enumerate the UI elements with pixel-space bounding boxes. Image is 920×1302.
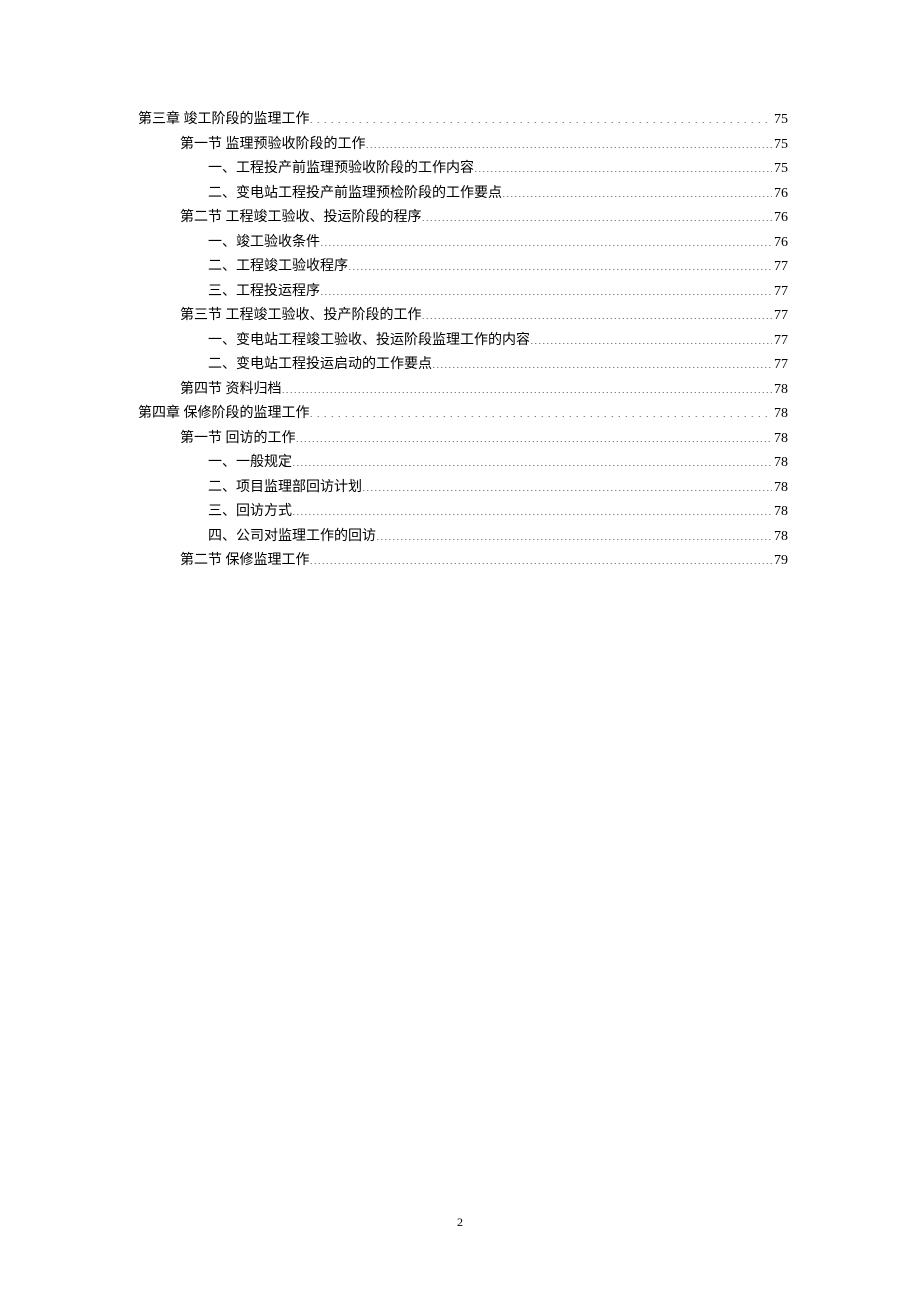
toc-entry: 一、工程投产前监理预验收阶段的工作内容 75 xyxy=(138,157,788,182)
toc-page-number: 78 xyxy=(772,402,788,427)
toc-leader-dots xyxy=(362,477,772,491)
toc-label: 第三章 竣工阶段的监理工作 xyxy=(138,108,310,133)
toc-entry: 一、一般规定 78 xyxy=(138,451,788,476)
toc-page-number: 78 xyxy=(772,427,788,452)
toc-page-number: 78 xyxy=(772,378,788,403)
toc-leader-dots xyxy=(502,183,772,197)
toc-page-number: 78 xyxy=(772,500,788,525)
toc-label: 三、工程投运程序 xyxy=(208,280,320,305)
toc-label: 二、项目监理部回访计划 xyxy=(208,476,362,501)
toc-page-number: 77 xyxy=(772,255,788,280)
toc-page-number: 76 xyxy=(772,231,788,256)
toc-label: 二、变电站工程投运启动的工作要点 xyxy=(208,353,432,378)
page-number: 2 xyxy=(0,1215,920,1230)
toc-leader-dots xyxy=(282,379,773,393)
toc-leader-dots xyxy=(376,526,772,540)
toc-page-number: 75 xyxy=(772,157,788,182)
toc-label: 三、回访方式 xyxy=(208,500,292,525)
toc-label: 四、公司对监理工作的回访 xyxy=(208,525,376,550)
toc-leader-dots xyxy=(292,452,772,466)
toc-label: 第二节 保修监理工作 xyxy=(180,549,310,574)
toc-label: 第四节 资料归档 xyxy=(180,378,282,403)
toc-entry: 二、变电站工程投产前监理预检阶段的工作要点 76 xyxy=(138,182,788,207)
toc-leader-dots xyxy=(320,281,772,295)
toc-container: 第三章 竣工阶段的监理工作75第一节 监理预验收阶段的工作75一、工程投产前监理… xyxy=(138,108,788,574)
toc-label: 第三节 工程竣工验收、投产阶段的工作 xyxy=(180,304,422,329)
toc-label: 二、变电站工程投产前监理预检阶段的工作要点 xyxy=(208,182,502,207)
toc-entry: 四、公司对监理工作的回访 78 xyxy=(138,525,788,550)
toc-page-number: 79 xyxy=(772,549,788,574)
toc-entry: 第一节 回访的工作 78 xyxy=(138,427,788,452)
toc-entry: 一、变电站工程竣工验收、投运阶段监理工作的内容 77 xyxy=(138,329,788,354)
toc-entry: 第四节 资料归档 78 xyxy=(138,378,788,403)
toc-entry: 第二节 保修监理工作 79 xyxy=(138,549,788,574)
toc-page-number: 78 xyxy=(772,476,788,501)
toc-label: 第一节 回访的工作 xyxy=(180,427,296,452)
toc-entry: 第三节 工程竣工验收、投产阶段的工作 77 xyxy=(138,304,788,329)
toc-leader-dots xyxy=(320,232,772,246)
toc-label: 第一节 监理预验收阶段的工作 xyxy=(180,133,366,158)
toc-label: 一、工程投产前监理预验收阶段的工作内容 xyxy=(208,157,474,182)
toc-entry: 二、工程竣工验收程序 77 xyxy=(138,255,788,280)
toc-leader-dots xyxy=(310,403,773,417)
toc-leader-dots xyxy=(530,330,772,344)
toc-page-number: 78 xyxy=(772,451,788,476)
toc-entry: 第三章 竣工阶段的监理工作 75 xyxy=(138,108,788,133)
toc-page-number: 77 xyxy=(772,304,788,329)
toc-leader-dots xyxy=(310,109,773,123)
toc-label: 第二节 工程竣工验收、投运阶段的程序 xyxy=(180,206,422,231)
toc-page-number: 77 xyxy=(772,353,788,378)
toc-page-number: 77 xyxy=(772,280,788,305)
toc-leader-dots xyxy=(422,305,773,319)
toc-label: 一、竣工验收条件 xyxy=(208,231,320,256)
toc-leader-dots xyxy=(348,256,772,270)
toc-label: 一、一般规定 xyxy=(208,451,292,476)
toc-label: 第四章 保修阶段的监理工作 xyxy=(138,402,310,427)
toc-label: 一、变电站工程竣工验收、投运阶段监理工作的内容 xyxy=(208,329,530,354)
toc-page-number: 76 xyxy=(772,182,788,207)
toc-entry: 二、项目监理部回访计划 78 xyxy=(138,476,788,501)
toc-page-number: 77 xyxy=(772,329,788,354)
toc-leader-dots xyxy=(296,428,773,442)
toc-leader-dots xyxy=(432,354,772,368)
toc-page-number: 78 xyxy=(772,525,788,550)
toc-entry: 第一节 监理预验收阶段的工作 75 xyxy=(138,133,788,158)
toc-leader-dots xyxy=(422,207,773,221)
toc-entry: 三、回访方式 78 xyxy=(138,500,788,525)
toc-entry: 一、竣工验收条件 76 xyxy=(138,231,788,256)
toc-label: 二、工程竣工验收程序 xyxy=(208,255,348,280)
toc-page-number: 75 xyxy=(772,108,788,133)
toc-entry: 第二节 工程竣工验收、投运阶段的程序 76 xyxy=(138,206,788,231)
toc-entry: 第四章 保修阶段的监理工作 78 xyxy=(138,402,788,427)
toc-entry: 二、变电站工程投运启动的工作要点 77 xyxy=(138,353,788,378)
toc-leader-dots xyxy=(292,501,772,515)
toc-page-number: 76 xyxy=(772,206,788,231)
toc-entry: 三、工程投运程序 77 xyxy=(138,280,788,305)
toc-leader-dots xyxy=(474,158,772,172)
toc-page-number: 75 xyxy=(772,133,788,158)
toc-leader-dots xyxy=(310,550,773,564)
toc-leader-dots xyxy=(366,134,773,148)
